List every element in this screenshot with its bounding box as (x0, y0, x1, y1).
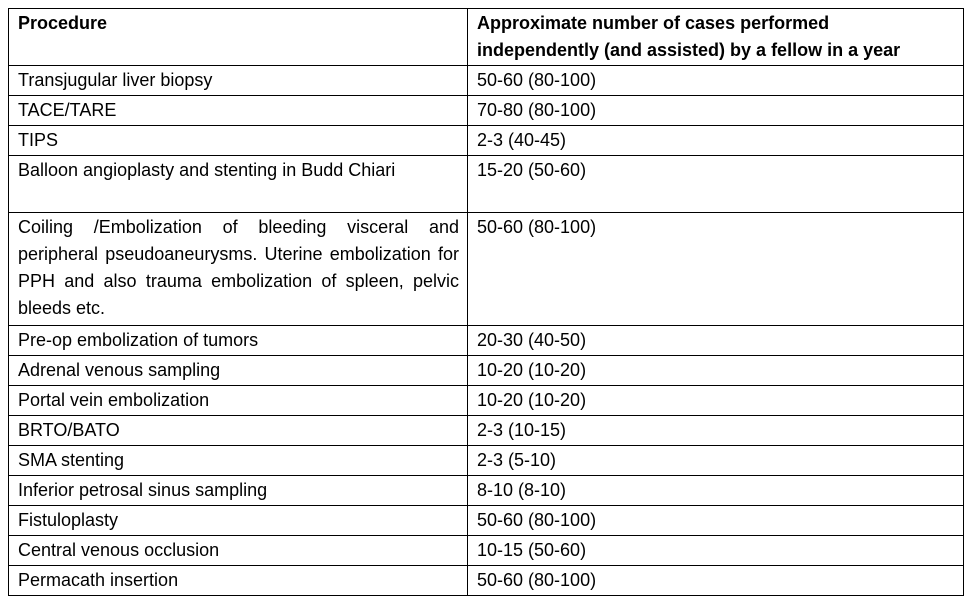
cases-cell: 20-30 (40-50) (467, 325, 964, 356)
cases-cell: 50-60 (80-100) (467, 65, 964, 96)
table-row: Adrenal venous sampling 10-20 (10-20) (8, 355, 964, 386)
cases-cell: 50-60 (80-100) (467, 505, 964, 536)
procedure-cell: BRTO/BATO (8, 415, 468, 446)
procedure-cell: Permacath insertion (8, 565, 468, 596)
cases-cell: 2-3 (10-15) (467, 415, 964, 446)
cases-cell: 10-20 (10-20) (467, 355, 964, 386)
table-row: Central venous occlusion 10-15 (50-60) (8, 535, 964, 566)
header-row: Procedure Approximate number of cases pe… (8, 8, 964, 66)
procedure-cell: Inferior petrosal sinus sampling (8, 475, 468, 506)
table-row: Portal vein embolization 10-20 (10-20) (8, 385, 964, 416)
cases-cell: 2-3 (5-10) (467, 445, 964, 476)
procedure-cell: Balloon angioplasty and stenting in Budd… (8, 155, 468, 213)
procedure-cell: Transjugular liver biopsy (8, 65, 468, 96)
procedures-table: Procedure Approximate number of cases pe… (8, 8, 964, 596)
table-row: SMA stenting 2-3 (5-10) (8, 445, 964, 476)
table-row: Coiling /Embolization of bleeding viscer… (8, 212, 964, 326)
cases-cell: 70-80 (80-100) (467, 95, 964, 126)
procedure-cell: Central venous occlusion (8, 535, 468, 566)
cases-cell: 10-20 (10-20) (467, 385, 964, 416)
cases-cell: 10-15 (50-60) (467, 535, 964, 566)
procedure-column-header: Procedure (8, 8, 468, 66)
cases-cell: 15-20 (50-60) (467, 155, 964, 213)
table-row: Inferior petrosal sinus sampling 8-10 (8… (8, 475, 964, 506)
procedure-cell: TACE/TARE (8, 95, 468, 126)
procedure-cell: Portal vein embolization (8, 385, 468, 416)
cases-column-header: Approximate number of cases performed in… (467, 8, 964, 66)
cases-cell: 50-60 (80-100) (467, 212, 964, 326)
procedure-cell: Pre-op embolization of tumors (8, 325, 468, 356)
procedure-cell: Coiling /Embolization of bleeding viscer… (8, 212, 468, 326)
cases-cell: 2-3 (40-45) (467, 125, 964, 156)
cases-cell: 50-60 (80-100) (467, 565, 964, 596)
procedure-cell: Adrenal venous sampling (8, 355, 468, 386)
table-row: TACE/TARE 70-80 (80-100) (8, 95, 964, 126)
cases-cell: 8-10 (8-10) (467, 475, 964, 506)
table-row: Balloon angioplasty and stenting in Budd… (8, 155, 964, 213)
table-row: Fistuloplasty 50-60 (80-100) (8, 505, 964, 536)
procedure-cell: Fistuloplasty (8, 505, 468, 536)
table-row: Permacath insertion 50-60 (80-100) (8, 565, 964, 596)
procedure-cell: TIPS (8, 125, 468, 156)
table-row: TIPS 2-3 (40-45) (8, 125, 964, 156)
table-row: Transjugular liver biopsy 50-60 (80-100) (8, 65, 964, 96)
procedure-cell: SMA stenting (8, 445, 468, 476)
table-row: Pre-op embolization of tumors 20-30 (40-… (8, 325, 964, 356)
table-row: BRTO/BATO 2-3 (10-15) (8, 415, 964, 446)
